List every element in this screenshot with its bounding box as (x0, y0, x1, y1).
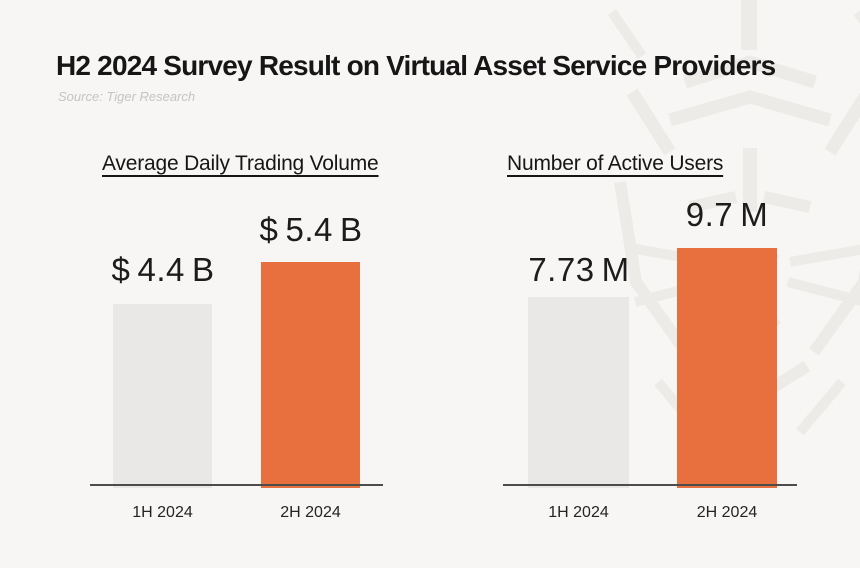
bar-2h-2024-volume (261, 262, 360, 488)
x-axis-users (503, 484, 797, 486)
x-axis-volume (90, 484, 383, 486)
bar-1h-2024-volume (113, 304, 212, 488)
category-label-2h-2024: 2H 2024 (280, 504, 341, 521)
source-credit: Source: Tiger Research (58, 89, 196, 104)
category-label-2h-2024: 2H 2024 (696, 504, 758, 521)
bar-1h-2024-users (528, 297, 629, 488)
value-label-1h-users: 7.73 M (528, 251, 630, 288)
bar-2h-2024-users (677, 248, 777, 488)
value-label-2h-users: 9.7 M (685, 196, 769, 233)
value-label-2h-volume: $ 5.4 B (259, 211, 363, 248)
chart-title-active-users: Number of Active Users (507, 152, 724, 175)
category-label-1h-2024: 1H 2024 (548, 504, 609, 521)
chart-title-trading-volume: Average Daily Trading Volume (102, 152, 379, 175)
page-title: H2 2024 Survey Result on Virtual Asset S… (56, 50, 776, 81)
category-label-1h-2024: 1H 2024 (132, 504, 193, 521)
value-label-1h-volume: $ 4.4 B (111, 251, 215, 288)
